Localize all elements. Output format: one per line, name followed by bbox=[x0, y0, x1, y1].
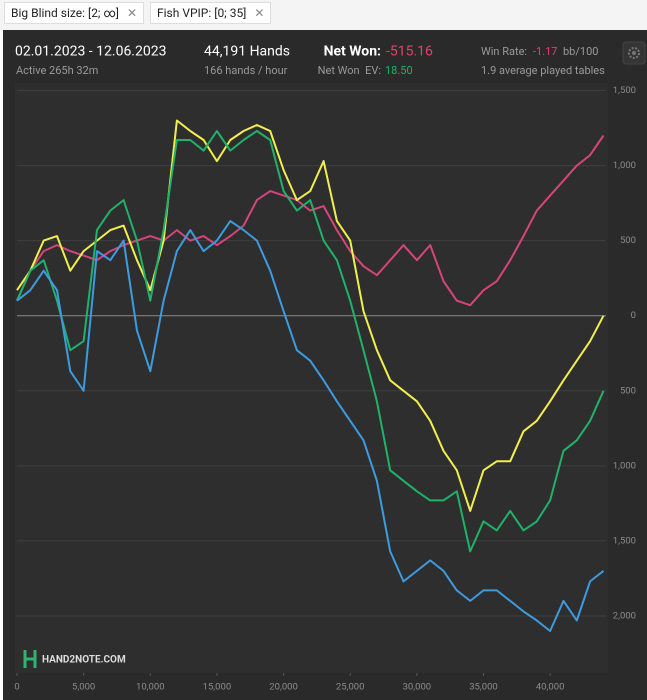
hands-rate: 166 hands / hour bbox=[204, 64, 288, 77]
net-won: -515.16 bbox=[386, 44, 433, 60]
settings-icon[interactable] bbox=[622, 41, 646, 65]
filter-bar: Big Blind size: [2; ∞] ✕ Fish VPIP: [0; 3… bbox=[0, 0, 647, 30]
close-icon[interactable]: ✕ bbox=[254, 6, 265, 20]
x-tick-label: 5,000 bbox=[72, 682, 95, 693]
x-tick-label: 0 bbox=[14, 682, 19, 693]
series-line bbox=[16, 134, 605, 307]
logo-text: HAND2NOTE.COM bbox=[42, 655, 126, 666]
ev-label: Net Won EV: bbox=[318, 64, 381, 77]
date-range: 02.01.2023 - 12.06.2023 bbox=[15, 44, 166, 60]
series-line bbox=[16, 220, 605, 632]
tables: 1.9 average played tables bbox=[481, 64, 605, 77]
chart: 02.01.2023 - 12.06.2023 Active 265h 32m … bbox=[14, 41, 646, 693]
filter-text: Fish VPIP: [0; 35] bbox=[157, 6, 247, 20]
logo: HAND2NOTE.COM bbox=[23, 650, 126, 668]
win-rate-unit: bb/100 bbox=[563, 45, 598, 58]
series-line bbox=[16, 130, 605, 553]
filter-chip[interactable]: Big Blind size: [2; ∞] ✕ bbox=[4, 2, 145, 24]
y-tick-label: 1,000 bbox=[613, 160, 636, 171]
y-tick-label: 500 bbox=[620, 385, 636, 396]
y-tick-label: 1,000 bbox=[613, 460, 636, 471]
x-tick-label: 30,000 bbox=[403, 682, 432, 693]
x-tick-label: 40,000 bbox=[536, 682, 565, 693]
y-tick-label: 1,500 bbox=[613, 535, 636, 546]
y-tick-label: 2,000 bbox=[613, 610, 636, 621]
hands: 44,191 Hands bbox=[204, 44, 290, 60]
x-tick-label: 25,000 bbox=[336, 682, 365, 693]
filter-text: Big Blind size: [2; ∞] bbox=[11, 6, 119, 20]
x-tick-label: 35,000 bbox=[469, 682, 498, 693]
plot-area bbox=[15, 83, 608, 673]
y-tick-label: 1,500 bbox=[613, 85, 636, 96]
filter-chip[interactable]: Fish VPIP: [0; 35] ✕ bbox=[150, 2, 272, 24]
x-tick-label: 20,000 bbox=[269, 682, 298, 693]
x-tick-label: 10,000 bbox=[136, 682, 165, 693]
net-won-label: Net Won: bbox=[324, 44, 381, 60]
y-tick-label: 500 bbox=[620, 235, 636, 246]
y-tick-label: 0 bbox=[631, 310, 636, 321]
close-icon[interactable]: ✕ bbox=[126, 6, 138, 20]
win-rate: -1.17 bbox=[533, 45, 558, 58]
series-line bbox=[16, 119, 605, 512]
graph-panel: 02.01.2023 - 12.06.2023 Active 265h 32m … bbox=[3, 30, 647, 700]
win-rate-label: Win Rate: bbox=[481, 45, 527, 58]
x-tick-label: 15,000 bbox=[203, 682, 232, 693]
active-time: Active 265h 32m bbox=[16, 64, 98, 77]
ev: 18.50 bbox=[385, 64, 413, 77]
